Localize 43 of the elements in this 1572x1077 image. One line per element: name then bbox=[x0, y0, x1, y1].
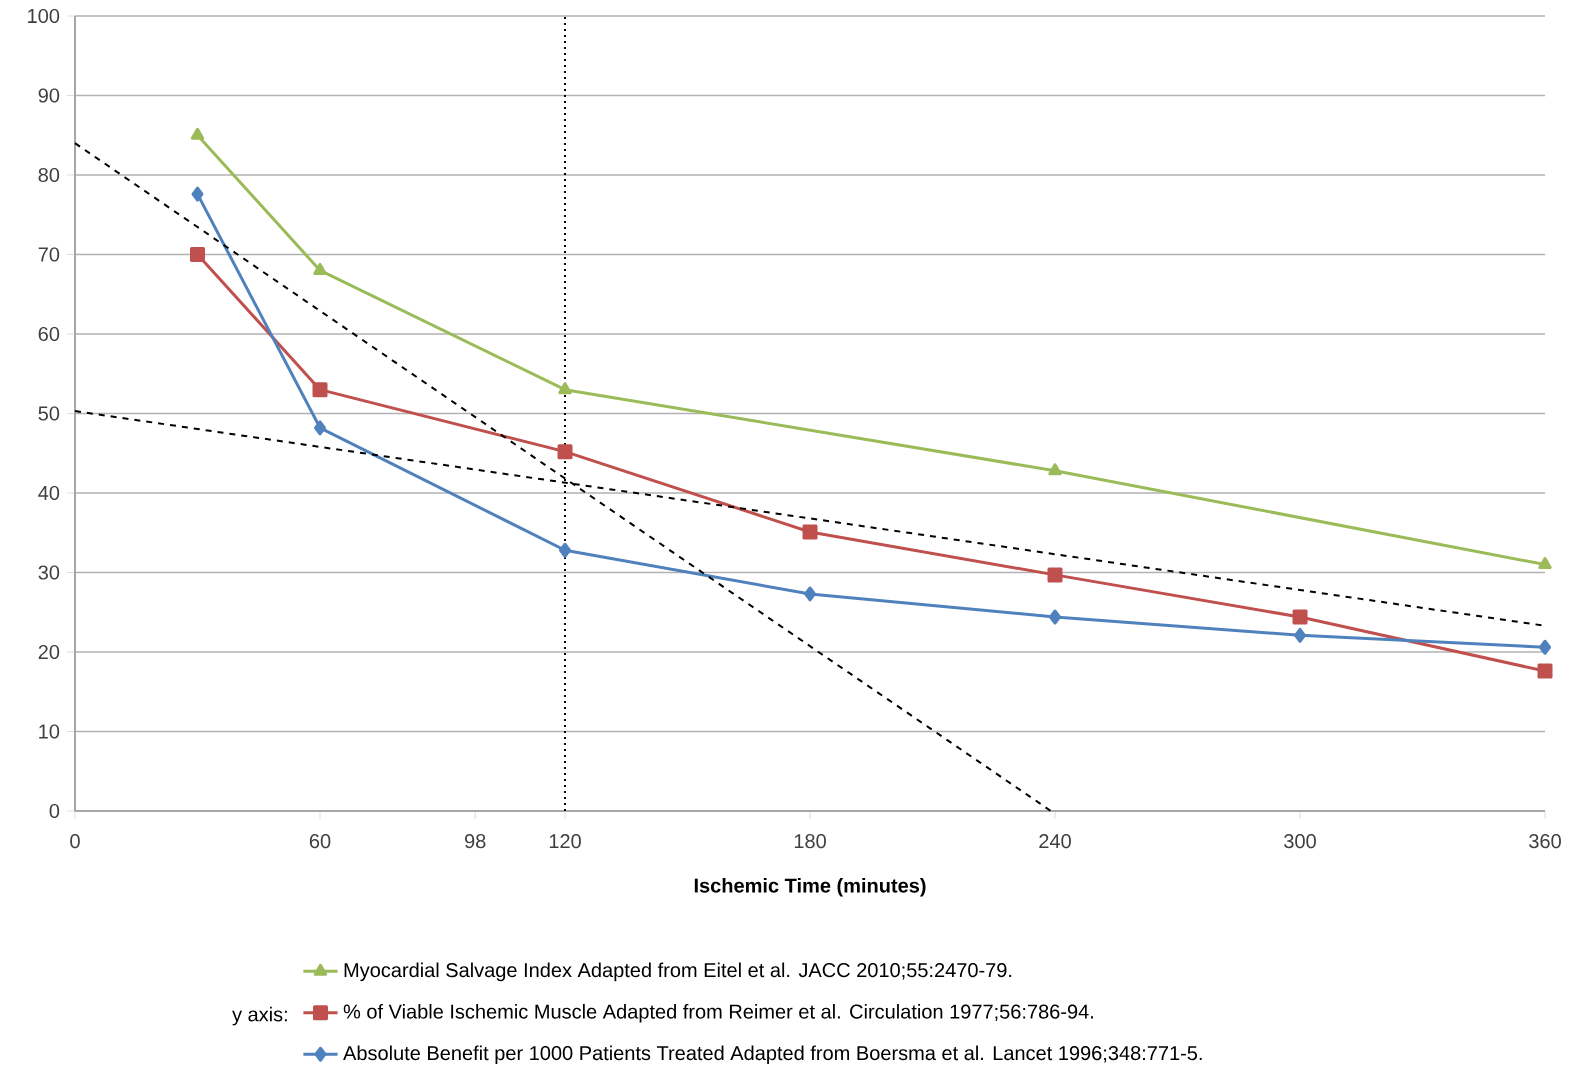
x-tick-label: 180 bbox=[794, 834, 826, 849]
point bbox=[1048, 463, 1062, 476]
x-tick-label: 300 bbox=[1284, 834, 1316, 849]
x-tick-label: 240 bbox=[1039, 834, 1071, 849]
point bbox=[1049, 609, 1062, 625]
legend-label: % of Viable Ischemic Muscle Adapted from Reimer et al. Circulation 1977;56:786-94. bbox=[343, 1003, 1093, 1023]
point bbox=[312, 382, 328, 398]
x-tick-label: 0 bbox=[70, 834, 80, 849]
x-tick-label: 120 bbox=[549, 834, 581, 849]
point bbox=[1539, 639, 1552, 655]
text: y axis: bbox=[232, 1006, 287, 1026]
point bbox=[804, 586, 817, 602]
point bbox=[190, 247, 206, 262]
y-tick-label: 20 bbox=[38, 644, 60, 660]
y-tick-label: 10 bbox=[39, 724, 60, 739]
y-tick-label: 80 bbox=[38, 167, 60, 183]
point bbox=[557, 444, 573, 460]
y-tick-label: 40 bbox=[38, 485, 60, 501]
legend-label: Absolute Benefit per 1000 Patients Treated Adapted from Boersma et al. Lancet 1996;348:771-5. bbox=[343, 1045, 1202, 1065]
point bbox=[559, 542, 572, 558]
point bbox=[190, 127, 205, 140]
y-tick-label: 50 bbox=[38, 406, 60, 421]
point bbox=[1538, 557, 1552, 570]
point bbox=[191, 186, 204, 202]
point bbox=[313, 262, 327, 275]
x-tick-label: 360 bbox=[1529, 834, 1561, 849]
y-tick-label: 60 bbox=[38, 326, 60, 342]
y-tick-label: 90 bbox=[38, 88, 60, 103]
y-tick-label: 100 bbox=[28, 8, 60, 24]
point bbox=[1294, 627, 1307, 643]
point bbox=[1047, 567, 1063, 583]
point bbox=[558, 382, 572, 395]
y-tick-label: 70 bbox=[38, 247, 60, 262]
point bbox=[314, 420, 327, 436]
y-tick-label: 0 bbox=[49, 803, 60, 819]
x-axis-title: Ischemic Time (minutes) bbox=[694, 877, 926, 897]
point bbox=[1537, 663, 1553, 679]
y-tick-label: 30 bbox=[38, 565, 60, 580]
x-tick-label: 98 bbox=[464, 834, 486, 849]
point bbox=[802, 524, 818, 540]
legend-label: Myocardial Salvage Index Adapted from Eitel et al. JACC 2010;55:2470-79. bbox=[344, 962, 1012, 982]
x-tick-label: 60 bbox=[309, 834, 331, 849]
point bbox=[1292, 609, 1308, 625]
